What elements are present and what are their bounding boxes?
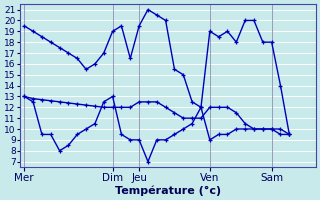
- X-axis label: Température (°c): Température (°c): [115, 185, 221, 196]
